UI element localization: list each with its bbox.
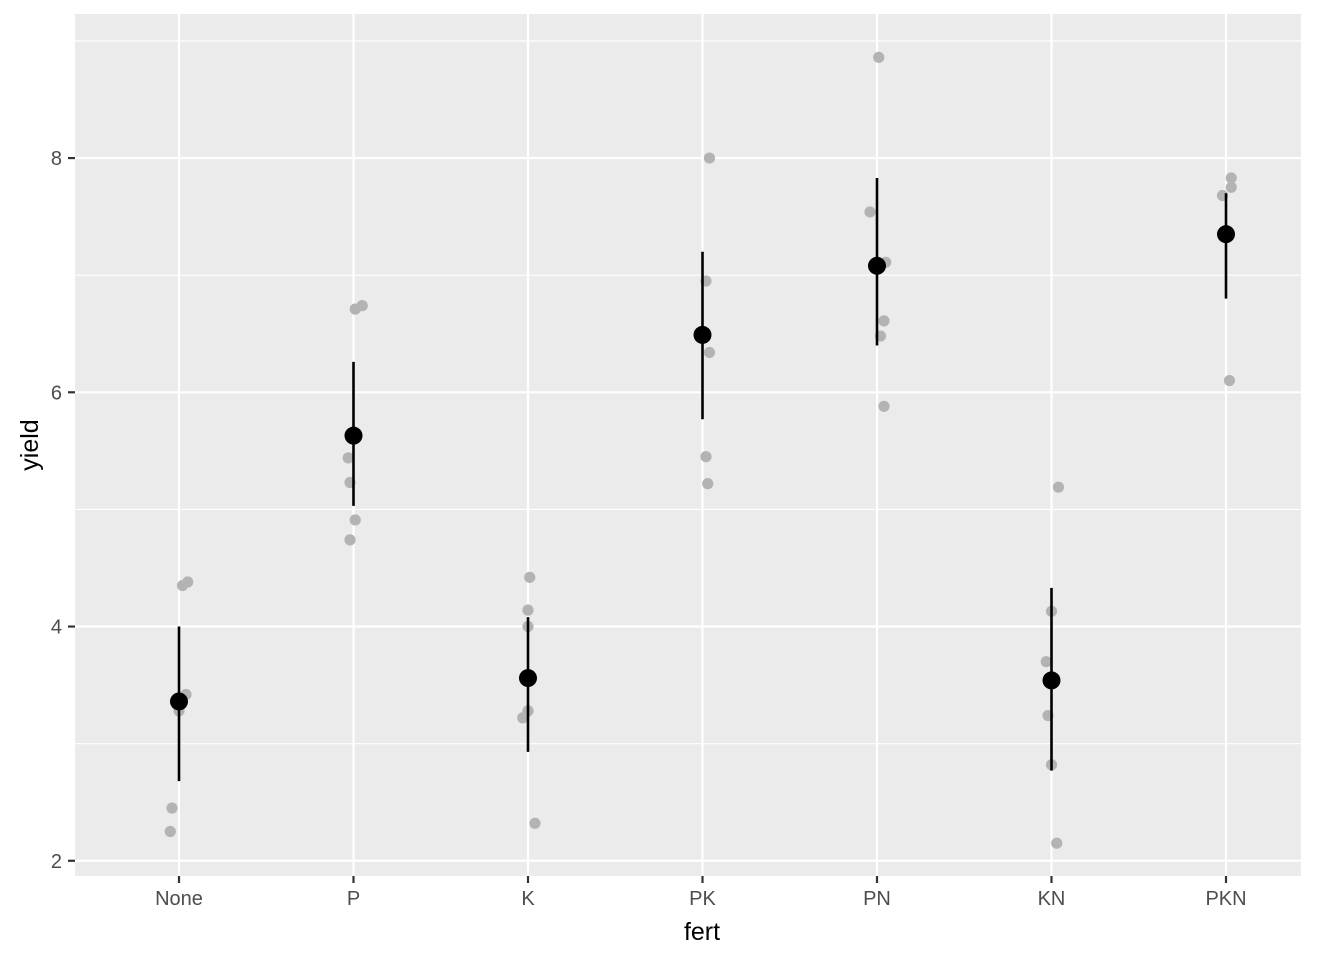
- y-tick-label: 8: [51, 148, 62, 170]
- x-tick-label: KN: [1038, 888, 1066, 910]
- raw-point: [1223, 374, 1236, 387]
- y-tick-label: 6: [51, 382, 62, 404]
- x-tick-label: PKN: [1205, 888, 1246, 910]
- raw-point: [529, 817, 541, 829]
- raw-point: [1225, 181, 1237, 193]
- raw-point: [1052, 481, 1065, 493]
- raw-point: [356, 300, 368, 312]
- summary-layer: [170, 177, 1235, 782]
- y-axis-title: yield: [16, 419, 44, 470]
- x-axis: None P K PK PN KN PKN: [155, 876, 1247, 910]
- mean-point: [519, 669, 537, 688]
- x-tick-label: PK: [689, 888, 716, 910]
- plot-panel: [75, 14, 1301, 876]
- raw-point: [878, 400, 890, 412]
- raw-point: [342, 452, 354, 464]
- x-axis-title: fert: [684, 918, 720, 946]
- raw-point: [700, 451, 712, 463]
- raw-point: [873, 51, 885, 63]
- x-tick-label: PN: [863, 888, 891, 910]
- raw-point: [702, 478, 714, 490]
- raw-point: [164, 825, 176, 838]
- raw-point: [878, 315, 890, 327]
- raw-point: [864, 206, 876, 218]
- x-tick-label: K: [521, 888, 535, 910]
- mean-point: [1217, 225, 1235, 244]
- mean-point: [693, 325, 712, 344]
- y-tick-label: 4: [51, 617, 62, 639]
- raw-point: [166, 802, 178, 814]
- mean-point: [344, 426, 363, 445]
- mean-point: [1042, 671, 1061, 690]
- raw-point: [1051, 837, 1063, 849]
- mean-point: [868, 256, 886, 275]
- y-tick-label: 2: [51, 851, 62, 873]
- raw-point: [703, 152, 716, 164]
- raw-point: [703, 346, 716, 359]
- raw-point: [344, 534, 356, 546]
- raw-point: [1040, 656, 1052, 668]
- raw-point: [524, 571, 536, 583]
- x-tick-label: None: [155, 888, 203, 910]
- x-tick-label: P: [347, 888, 360, 910]
- raw-point: [182, 576, 194, 588]
- raw-point: [349, 514, 361, 526]
- mean-point: [170, 692, 188, 711]
- raw-point: [522, 604, 534, 616]
- raw-point: [1225, 172, 1237, 184]
- y-axis: 2 4 6 8: [51, 148, 75, 873]
